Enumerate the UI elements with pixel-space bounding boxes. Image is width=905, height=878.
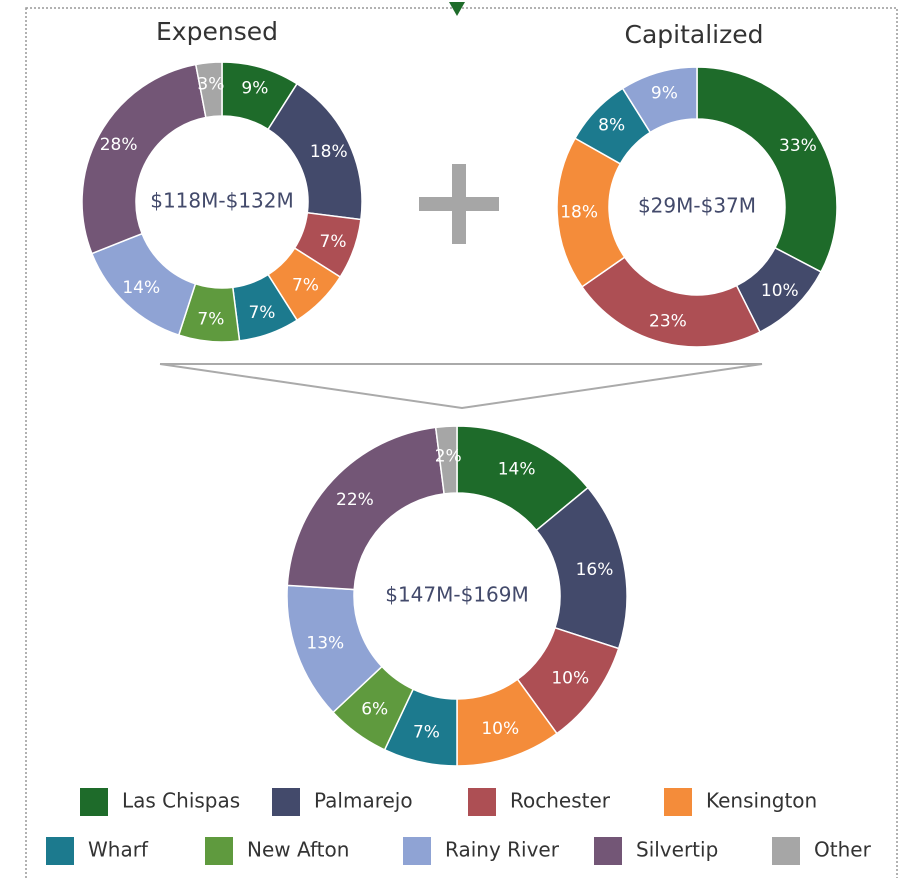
segment-label: 10%	[551, 668, 589, 688]
segment-label: 18%	[560, 203, 598, 223]
segment-label: 6%	[361, 699, 388, 719]
legend-swatch	[594, 837, 622, 865]
donut-segment	[621, 66, 698, 134]
legend-swatch	[46, 837, 74, 865]
segment-label: 16%	[576, 560, 614, 580]
funnel	[159, 363, 763, 410]
segment-label: 18%	[310, 142, 348, 162]
legend-label: Other	[814, 838, 872, 862]
segment-label: 10%	[761, 281, 799, 301]
segment-label: 3%	[197, 75, 224, 95]
legend-label: Silvertip	[636, 838, 718, 862]
segment-label: 14%	[498, 459, 536, 479]
segment-label: 7%	[320, 232, 347, 252]
segment-label: 10%	[481, 719, 519, 739]
donut-segment	[194, 61, 223, 119]
donut-segment	[696, 66, 838, 273]
legend-label: Palmarejo	[314, 789, 413, 813]
segment-label: 23%	[649, 311, 687, 331]
chart-title: Expensed	[156, 17, 278, 46]
legend-swatch	[80, 788, 108, 816]
legend-swatch	[205, 837, 233, 865]
center-label: $29M-$37M	[638, 194, 756, 218]
segment-label: 7%	[413, 723, 440, 743]
segment-label: 14%	[122, 278, 160, 298]
donut-segment	[286, 426, 445, 591]
legend-swatch	[772, 837, 800, 865]
donut-segment	[434, 425, 458, 495]
legend-swatch	[468, 788, 496, 816]
legend-label: Wharf	[88, 838, 149, 862]
legend-label: Kensington	[706, 789, 817, 813]
segment-label: 33%	[779, 136, 817, 156]
legend-label: New Afton	[247, 838, 349, 862]
segment-label: 9%	[241, 79, 268, 99]
legend-label: Rochester	[510, 789, 611, 813]
segment-label: 28%	[100, 135, 138, 155]
plus	[419, 164, 499, 244]
segment-label: 2%	[435, 446, 462, 466]
donut-segment	[580, 256, 761, 348]
segment-label: 7%	[197, 309, 224, 329]
legend-swatch	[272, 788, 300, 816]
segment-label: 7%	[292, 275, 319, 295]
legend-label: Las Chispas	[122, 789, 240, 813]
segment-label: 8%	[598, 116, 625, 136]
chart-title: Capitalized	[625, 20, 764, 49]
legend-label: Rainy River	[445, 838, 560, 862]
center-label: $147M-$169M	[385, 583, 529, 607]
segment-label: 9%	[651, 84, 678, 104]
pointer	[449, 2, 465, 16]
segment-label: 7%	[248, 303, 275, 323]
segment-label: 13%	[306, 633, 344, 653]
segment-label: 22%	[336, 490, 374, 510]
frame	[25, 7, 898, 878]
center-label: $118M-$132M	[150, 189, 294, 213]
donut-segment	[81, 63, 207, 255]
legend-swatch	[664, 788, 692, 816]
legend-swatch	[403, 837, 431, 865]
